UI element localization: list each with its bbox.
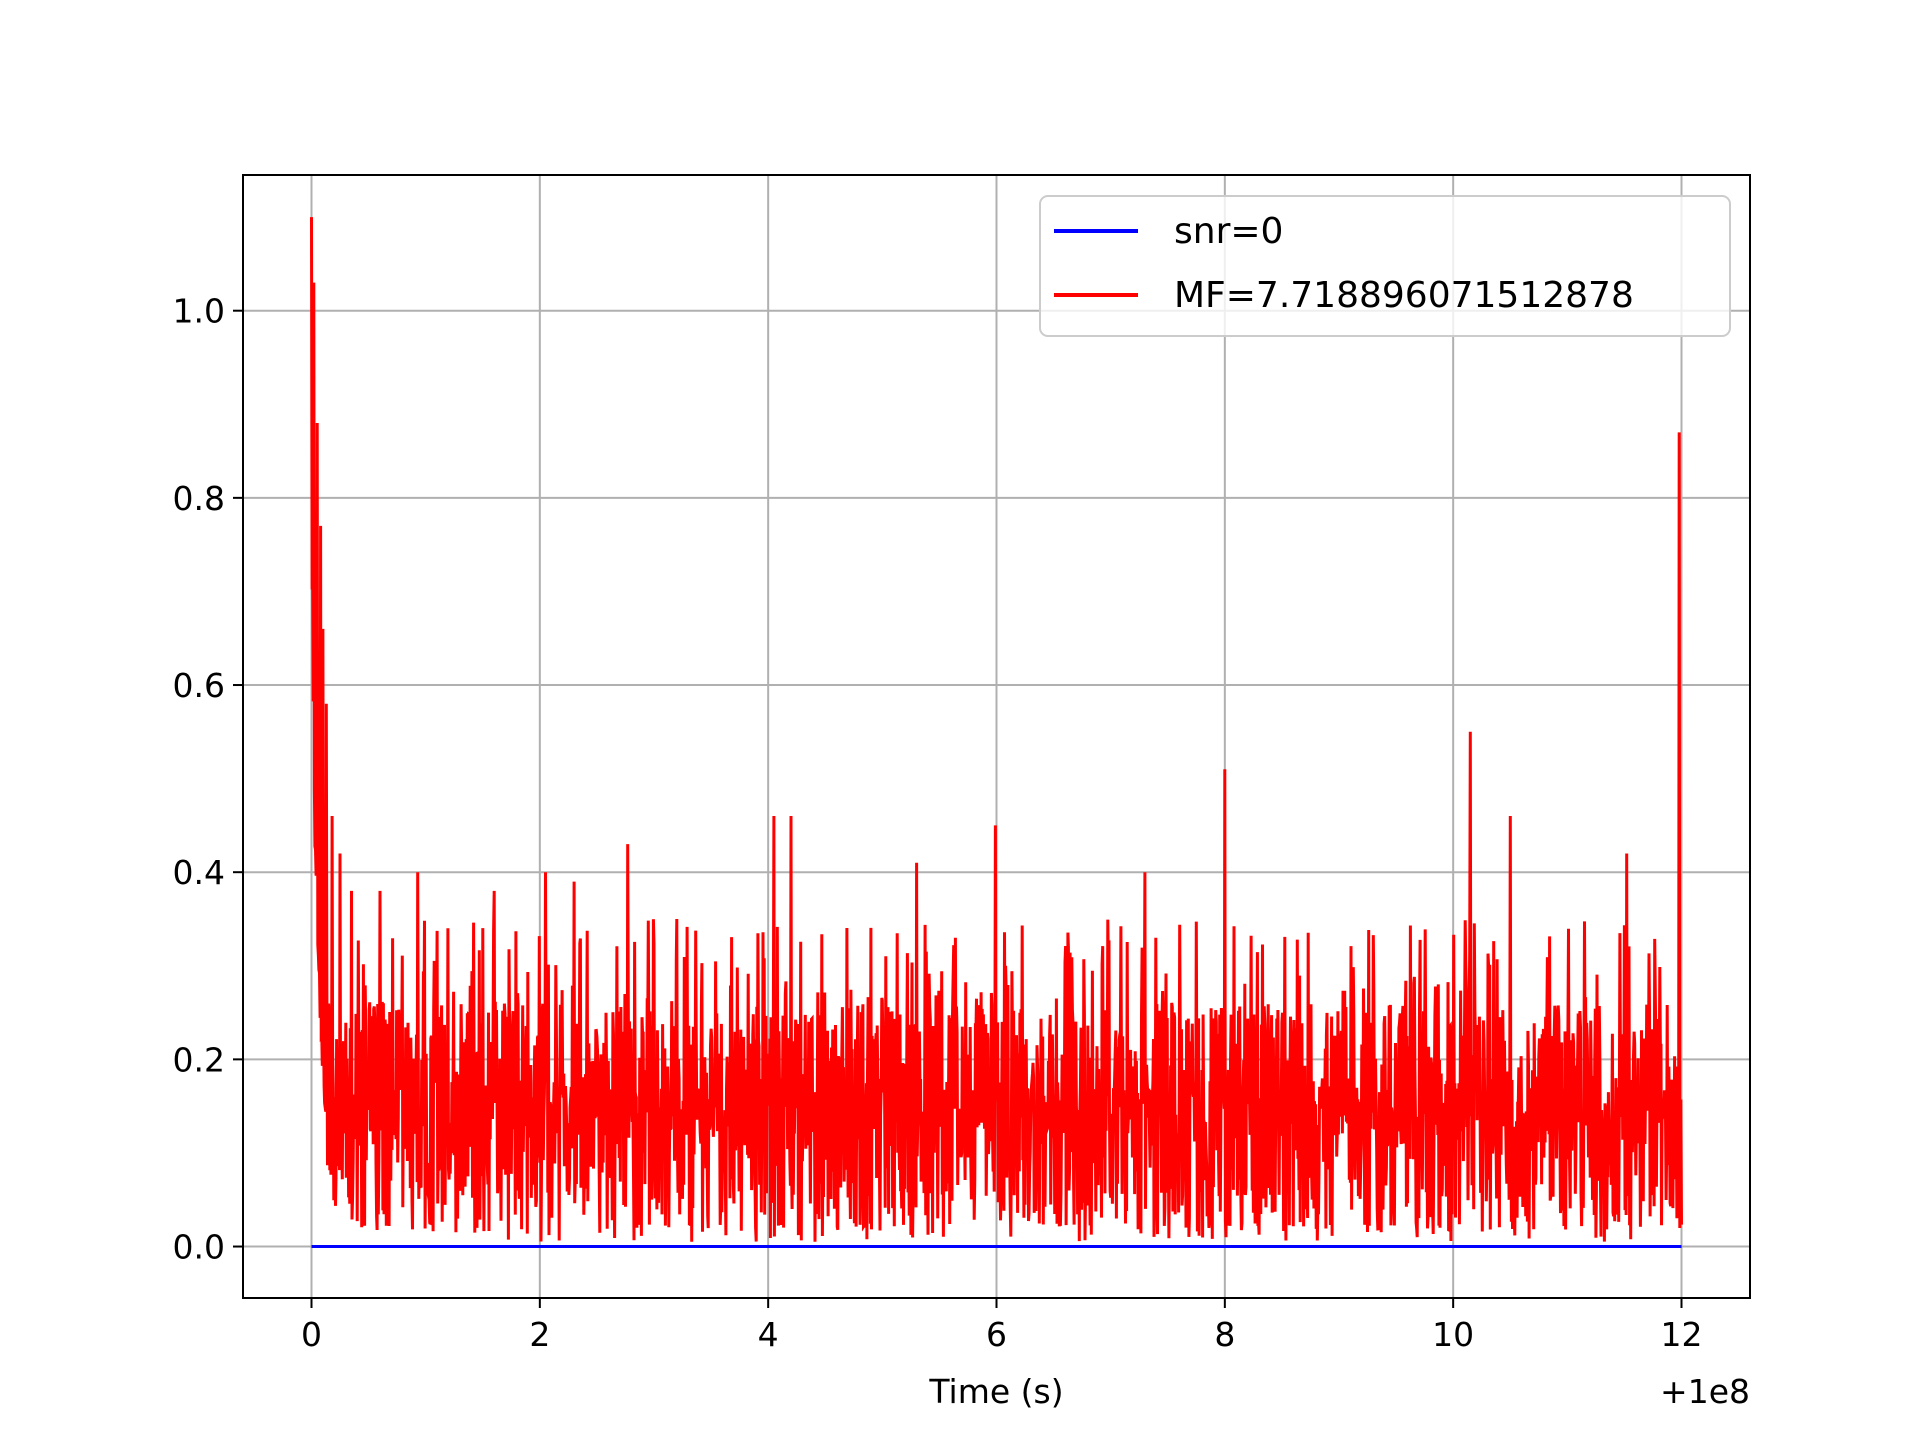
y-tick-label: 0.8 [173, 479, 225, 518]
x-tick-label: 10 [1432, 1315, 1474, 1354]
legend-label: MF=7.718896071512878 [1174, 275, 1634, 316]
y-tick-label: 0.6 [173, 666, 225, 705]
x-tick-label: 4 [758, 1315, 779, 1354]
y-tick-label: 0.0 [173, 1228, 225, 1267]
series-line-mf [310, 217, 1683, 1242]
y-tick-label: 0.4 [173, 853, 225, 892]
x-tick-label: 2 [529, 1315, 550, 1354]
x-tick-label: 8 [1214, 1315, 1235, 1354]
y-tick-label: 0.2 [173, 1040, 225, 1079]
x-axis-label: Time (s) [928, 1372, 1063, 1411]
legend-label: snr=0 [1174, 211, 1283, 252]
y-tick-label: 1.0 [173, 292, 225, 331]
series-lines [310, 217, 1683, 1249]
legend: snr=0 MF=7.718896071512878 [1039, 195, 1731, 337]
axis-ticks: 0 2 4 6 8 10 12 0.0 0.2 0.4 0.6 0.8 1.0 [173, 292, 1703, 1354]
x-tick-label: 6 [986, 1315, 1007, 1354]
legend-box [1039, 195, 1731, 337]
x-tick-label: 12 [1661, 1315, 1703, 1354]
x-tick-label: 0 [301, 1315, 322, 1354]
x-axis-offset-label: +1e8 [1660, 1372, 1750, 1411]
